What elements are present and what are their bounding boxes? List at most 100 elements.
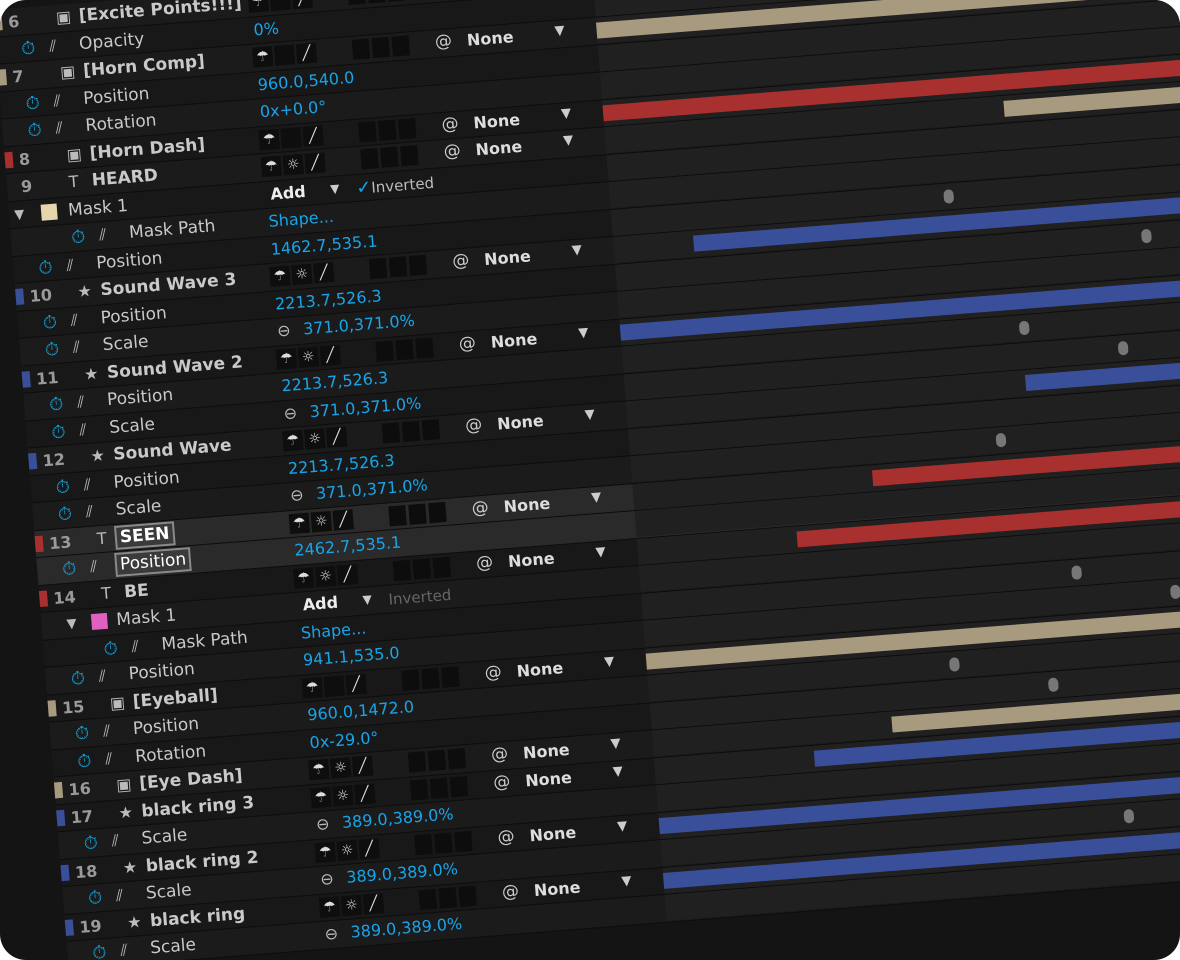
effects-switch-icon[interactable]: [323, 674, 345, 697]
quality-switch-icon[interactable]: ╱: [319, 344, 342, 366]
effects-switch-icon[interactable]: ☼: [304, 428, 326, 450]
chevron-down-icon[interactable]: ▼: [616, 818, 628, 834]
layer-name[interactable]: BE: [123, 579, 150, 602]
quality-switch-icon[interactable]: ╱: [336, 563, 359, 586]
constrain-link-icon[interactable]: ⊖: [319, 868, 335, 889]
effects-switch-icon[interactable]: ☼: [314, 565, 337, 587]
stopwatch-icon[interactable]: ⏱: [24, 92, 41, 115]
stopwatch-icon[interactable]: ⏱: [76, 750, 93, 773]
switch-box[interactable]: [414, 833, 433, 855]
property-value[interactable]: 960.0,1472.0: [306, 697, 415, 725]
effects-switch-icon[interactable]: ☼: [336, 839, 358, 861]
layer-name[interactable]: [Eye Dash]: [138, 765, 244, 794]
switch-box[interactable]: [408, 254, 428, 276]
graph-icon[interactable]: ⫽: [72, 337, 81, 357]
shy-switch-icon[interactable]: ☂: [275, 347, 298, 370]
switch-box[interactable]: [395, 338, 414, 360]
stopwatch-icon[interactable]: ⏱: [91, 941, 108, 960]
graph-icon[interactable]: ⫽: [69, 309, 79, 330]
label-color-swatch[interactable]: [0, 14, 3, 31]
quality-switch-icon[interactable]: ╱: [362, 892, 385, 915]
mask-mode-dropdown[interactable]: Add: [269, 181, 307, 204]
mask-name[interactable]: Mask 1: [115, 605, 178, 631]
property-value[interactable]: 0x+0.0°: [259, 97, 327, 122]
constrain-link-icon[interactable]: ⊖: [289, 485, 305, 506]
label-color-swatch[interactable]: [38, 589, 49, 607]
switch-box[interactable]: [438, 886, 457, 909]
effects-switch-icon[interactable]: ☼: [282, 154, 304, 176]
effects-switch-icon[interactable]: ☼: [291, 263, 313, 286]
stopwatch-icon[interactable]: ⏱: [57, 503, 73, 526]
constrain-link-icon[interactable]: ⊖: [323, 923, 339, 944]
switch-box[interactable]: [408, 503, 427, 525]
switch-box[interactable]: [392, 559, 412, 581]
expand-triangle-icon[interactable]: ▼: [13, 206, 25, 223]
graph-icon[interactable]: ⫽: [104, 748, 114, 768]
chevron-down-icon[interactable]: ▼: [594, 544, 607, 560]
parent-dropdown[interactable]: None: [533, 877, 582, 900]
property-value[interactable]: 941.1,535.0: [302, 643, 401, 670]
quality-switch-icon[interactable]: ╱: [302, 124, 324, 147]
shy-switch-icon[interactable]: ☂: [251, 46, 274, 68]
switch-box[interactable]: [358, 120, 377, 143]
parent-dropdown[interactable]: None: [528, 822, 577, 845]
stopwatch-icon[interactable]: ⏱: [48, 393, 65, 416]
chevron-down-icon[interactable]: ▼: [362, 592, 373, 607]
shy-switch-icon[interactable]: ☂: [301, 676, 324, 699]
chevron-down-icon[interactable]: ▼: [562, 132, 574, 149]
chevron-down-icon[interactable]: ▼: [571, 242, 583, 259]
parent-dropdown[interactable]: None: [502, 493, 551, 516]
stopwatch-icon[interactable]: ⏱: [50, 421, 67, 444]
graph-icon[interactable]: ⫽: [54, 117, 64, 138]
stopwatch-icon[interactable]: ⏱: [44, 338, 60, 361]
graph-icon[interactable]: ⫽: [115, 885, 124, 905]
chevron-down-icon[interactable]: ▼: [577, 324, 589, 341]
switch-box[interactable]: [441, 665, 460, 688]
keyframe-marker[interactable]: [995, 432, 1007, 448]
label-color-swatch[interactable]: [56, 809, 66, 826]
keyframe-marker[interactable]: [948, 657, 960, 672]
graph-icon[interactable]: ⫽: [98, 224, 107, 245]
switch-box[interactable]: [421, 667, 440, 689]
spiral-pickwhip-icon[interactable]: @: [442, 140, 462, 162]
effects-switch-icon[interactable]: [269, 0, 292, 12]
spiral-pickwhip-icon[interactable]: @: [470, 497, 490, 519]
quality-switch-icon[interactable]: ╱: [291, 0, 313, 10]
effects-switch-icon[interactable]: ☼: [340, 894, 363, 916]
keyframe-marker[interactable]: [1169, 584, 1180, 600]
switch-box[interactable]: [368, 257, 388, 280]
property-value[interactable]: 0x-29.0°: [308, 727, 380, 752]
switch-box[interactable]: [367, 0, 386, 4]
keyframe-marker[interactable]: [1123, 808, 1135, 824]
switch-box[interactable]: [360, 148, 379, 170]
parent-dropdown[interactable]: None: [474, 136, 523, 160]
graph-icon[interactable]: ⫽: [76, 391, 86, 412]
property-value[interactable]: 2213.7,526.3: [274, 285, 383, 314]
label-color-swatch[interactable]: [53, 781, 64, 799]
spiral-pickwhip-icon[interactable]: @: [483, 661, 503, 683]
spiral-pickwhip-icon[interactable]: @: [501, 880, 520, 903]
graph-icon[interactable]: ⫽: [97, 666, 107, 686]
switch-box[interactable]: [380, 146, 399, 168]
parent-dropdown[interactable]: None: [522, 739, 571, 763]
switch-box[interactable]: [387, 0, 406, 2]
parent-dropdown[interactable]: None: [496, 410, 545, 434]
property-value[interactable]: 2462.7,535.1: [293, 532, 402, 560]
shy-switch-icon[interactable]: ☂: [258, 128, 280, 150]
quality-switch-icon[interactable]: ╱: [351, 755, 374, 777]
chevron-down-icon[interactable]: ▼: [612, 763, 624, 780]
stopwatch-icon[interactable]: ⏱: [26, 119, 43, 142]
stopwatch-icon[interactable]: ⏱: [70, 667, 86, 690]
quality-switch-icon[interactable]: ╱: [325, 426, 348, 448]
chevron-down-icon[interactable]: ▼: [560, 105, 572, 122]
spiral-pickwhip-icon[interactable]: @: [457, 332, 477, 354]
property-value[interactable]: 389.0,389.0%: [349, 913, 463, 942]
switch-box[interactable]: [409, 778, 429, 800]
label-color-swatch[interactable]: [0, 69, 8, 86]
stopwatch-icon[interactable]: ⏱: [61, 558, 78, 581]
spiral-pickwhip-icon[interactable]: @: [492, 771, 512, 793]
switch-box[interactable]: [458, 885, 477, 907]
quality-switch-icon[interactable]: ╱: [295, 42, 318, 65]
label-color-swatch[interactable]: [15, 288, 25, 305]
stopwatch-icon[interactable]: ⏱: [70, 226, 87, 249]
